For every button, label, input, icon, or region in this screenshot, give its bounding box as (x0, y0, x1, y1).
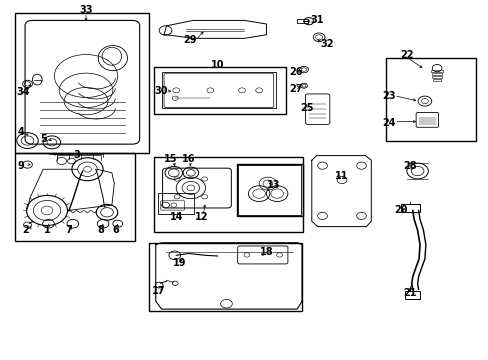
Bar (430, 70, 442, 72)
Bar (161, 72, 276, 108)
Text: 2: 2 (22, 225, 29, 235)
Bar (432, 78, 440, 81)
Bar (149, 243, 302, 311)
Text: 1: 1 (43, 225, 50, 235)
Text: 33: 33 (79, 5, 93, 15)
Bar (431, 76, 441, 78)
Text: 15: 15 (163, 154, 177, 164)
Text: 22: 22 (399, 50, 413, 60)
Text: 27: 27 (288, 84, 302, 94)
Bar (385, 58, 475, 140)
Text: 7: 7 (65, 225, 72, 235)
Bar (154, 67, 285, 114)
Text: 29: 29 (183, 35, 196, 45)
Text: 28: 28 (403, 161, 416, 171)
Text: 18: 18 (259, 247, 273, 257)
Bar (15, 153, 135, 241)
Text: 17: 17 (152, 286, 165, 296)
Text: 12: 12 (194, 212, 208, 221)
Text: 24: 24 (382, 118, 395, 128)
Bar (154, 157, 303, 232)
Text: 25: 25 (300, 103, 313, 113)
Text: 3: 3 (73, 150, 80, 160)
Bar (15, 13, 149, 153)
Bar (431, 73, 442, 75)
Bar (400, 204, 419, 212)
Bar (297, 19, 307, 23)
Text: 11: 11 (335, 171, 348, 181)
Text: 13: 13 (266, 180, 280, 190)
Text: 21: 21 (403, 288, 416, 298)
Text: 6: 6 (112, 225, 119, 235)
Text: 31: 31 (309, 15, 323, 26)
Text: 26: 26 (288, 67, 302, 77)
Bar (238, 165, 300, 215)
Bar (405, 291, 419, 299)
Text: 30: 30 (155, 86, 168, 96)
Bar (237, 164, 303, 216)
Text: 16: 16 (182, 154, 195, 164)
Text: 32: 32 (320, 39, 333, 49)
Text: 4: 4 (18, 127, 24, 136)
Text: 23: 23 (382, 91, 395, 101)
Text: 9: 9 (18, 161, 24, 171)
Bar (158, 193, 194, 214)
Text: 19: 19 (173, 258, 186, 268)
Text: 14: 14 (169, 212, 183, 221)
Text: 34: 34 (16, 87, 29, 97)
Text: 20: 20 (393, 206, 407, 216)
Text: 5: 5 (40, 134, 47, 144)
Text: 10: 10 (210, 60, 224, 70)
Text: 8: 8 (97, 225, 104, 235)
